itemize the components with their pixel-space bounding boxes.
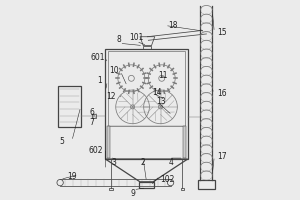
Text: 16: 16 xyxy=(218,89,227,98)
Bar xyxy=(106,49,188,159)
Text: 17: 17 xyxy=(218,152,227,161)
Text: 2: 2 xyxy=(141,158,146,167)
Text: 15: 15 xyxy=(218,28,227,37)
Bar xyxy=(58,86,81,127)
Bar xyxy=(181,188,184,190)
Bar xyxy=(139,182,154,188)
Bar xyxy=(107,126,110,158)
Bar xyxy=(92,114,96,118)
Text: 601: 601 xyxy=(90,53,105,62)
Bar xyxy=(143,46,152,49)
Text: 18: 18 xyxy=(168,21,178,30)
Text: 101: 101 xyxy=(129,33,143,42)
Text: 5: 5 xyxy=(59,137,64,146)
Text: 19: 19 xyxy=(67,172,76,181)
Text: 602: 602 xyxy=(88,146,103,155)
Text: 9: 9 xyxy=(131,189,136,198)
Text: 7: 7 xyxy=(89,118,94,127)
Bar xyxy=(183,126,186,158)
Text: 3: 3 xyxy=(111,158,116,167)
Text: 13: 13 xyxy=(156,97,166,106)
Text: 8: 8 xyxy=(117,35,122,44)
Text: 1: 1 xyxy=(97,76,102,85)
Text: 12: 12 xyxy=(106,92,116,101)
Text: 102: 102 xyxy=(160,175,175,184)
Text: 4: 4 xyxy=(168,158,173,167)
Bar xyxy=(198,180,215,189)
Text: 11: 11 xyxy=(158,71,168,80)
Text: 6: 6 xyxy=(89,108,94,117)
Bar xyxy=(110,188,113,190)
Bar xyxy=(108,51,185,126)
Text: 14: 14 xyxy=(152,88,162,97)
Text: 10: 10 xyxy=(110,66,119,75)
